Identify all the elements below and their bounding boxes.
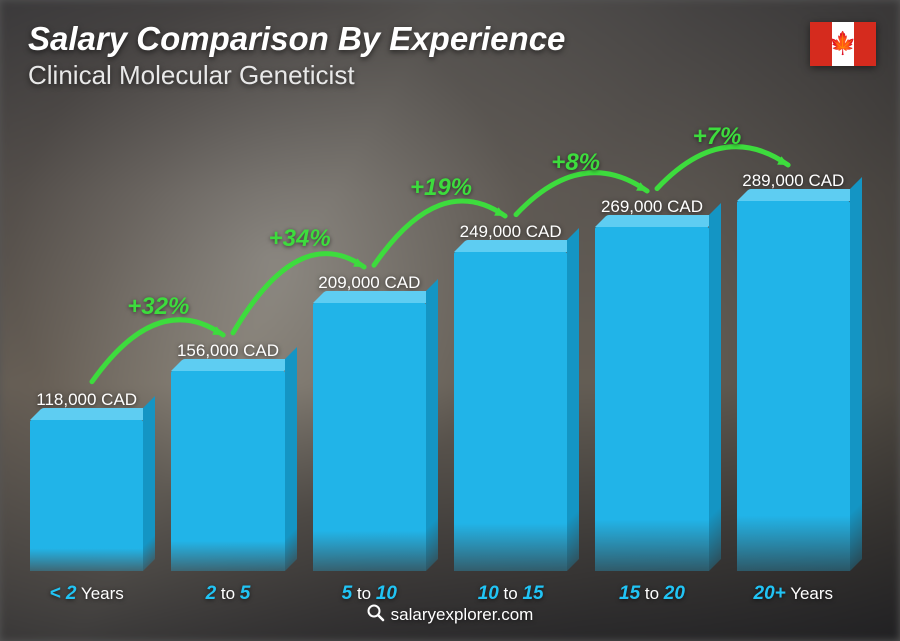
- bar-column: 249,000 CAD10 to 15: [454, 222, 567, 571]
- bar-column: 156,000 CAD2 to 5: [171, 341, 284, 571]
- x-axis-label: 5 to 10: [342, 583, 397, 605]
- country-flag-canada: 🍁: [810, 22, 876, 66]
- bar-value-label: 269,000 CAD: [601, 197, 703, 217]
- x-axis-label: 15 to 20: [619, 583, 685, 605]
- percent-increase-label: +32%: [127, 293, 189, 321]
- percent-increase-label: +8%: [551, 149, 600, 177]
- bar: [737, 201, 850, 571]
- bar-chart: 118,000 CAD< 2 Years156,000 CAD2 to 5 209…: [30, 101, 850, 571]
- maple-leaf-icon: 🍁: [829, 33, 856, 55]
- bar: [595, 227, 708, 571]
- x-axis-label: 2 to 5: [206, 583, 251, 605]
- bar-column: 269,000 CAD15 to 20: [595, 197, 708, 571]
- percent-increase-label: +34%: [269, 225, 331, 253]
- bar-column: 289,000 CAD20+ Years: [737, 171, 850, 571]
- footer-attribution: salaryexplorer.com: [0, 604, 900, 627]
- bar: [454, 252, 567, 571]
- percent-increase-label: +19%: [410, 174, 472, 202]
- infographic-container: Salary Comparison By Experience Clinical…: [0, 0, 900, 641]
- flag-band-right: [854, 22, 876, 66]
- bar: [171, 371, 284, 571]
- search-icon: [367, 604, 385, 627]
- bar-value-label: 118,000 CAD: [36, 390, 137, 410]
- chart-title: Salary Comparison By Experience: [28, 20, 565, 58]
- bar-column: 209,000 CAD5 to 10: [313, 273, 426, 571]
- footer-text: salaryexplorer.com: [391, 605, 534, 624]
- bar-column: 118,000 CAD< 2 Years: [30, 390, 143, 571]
- percent-increase-label: +7%: [693, 123, 742, 151]
- bar: [313, 303, 426, 571]
- chart-subtitle: Clinical Molecular Geneticist: [28, 60, 355, 91]
- x-axis-label: 20+ Years: [754, 583, 834, 605]
- x-axis-label: < 2 Years: [50, 583, 124, 605]
- x-axis-label: 10 to 15: [478, 583, 544, 605]
- bar-value-label: 289,000 CAD: [742, 171, 844, 191]
- bar: [30, 420, 143, 571]
